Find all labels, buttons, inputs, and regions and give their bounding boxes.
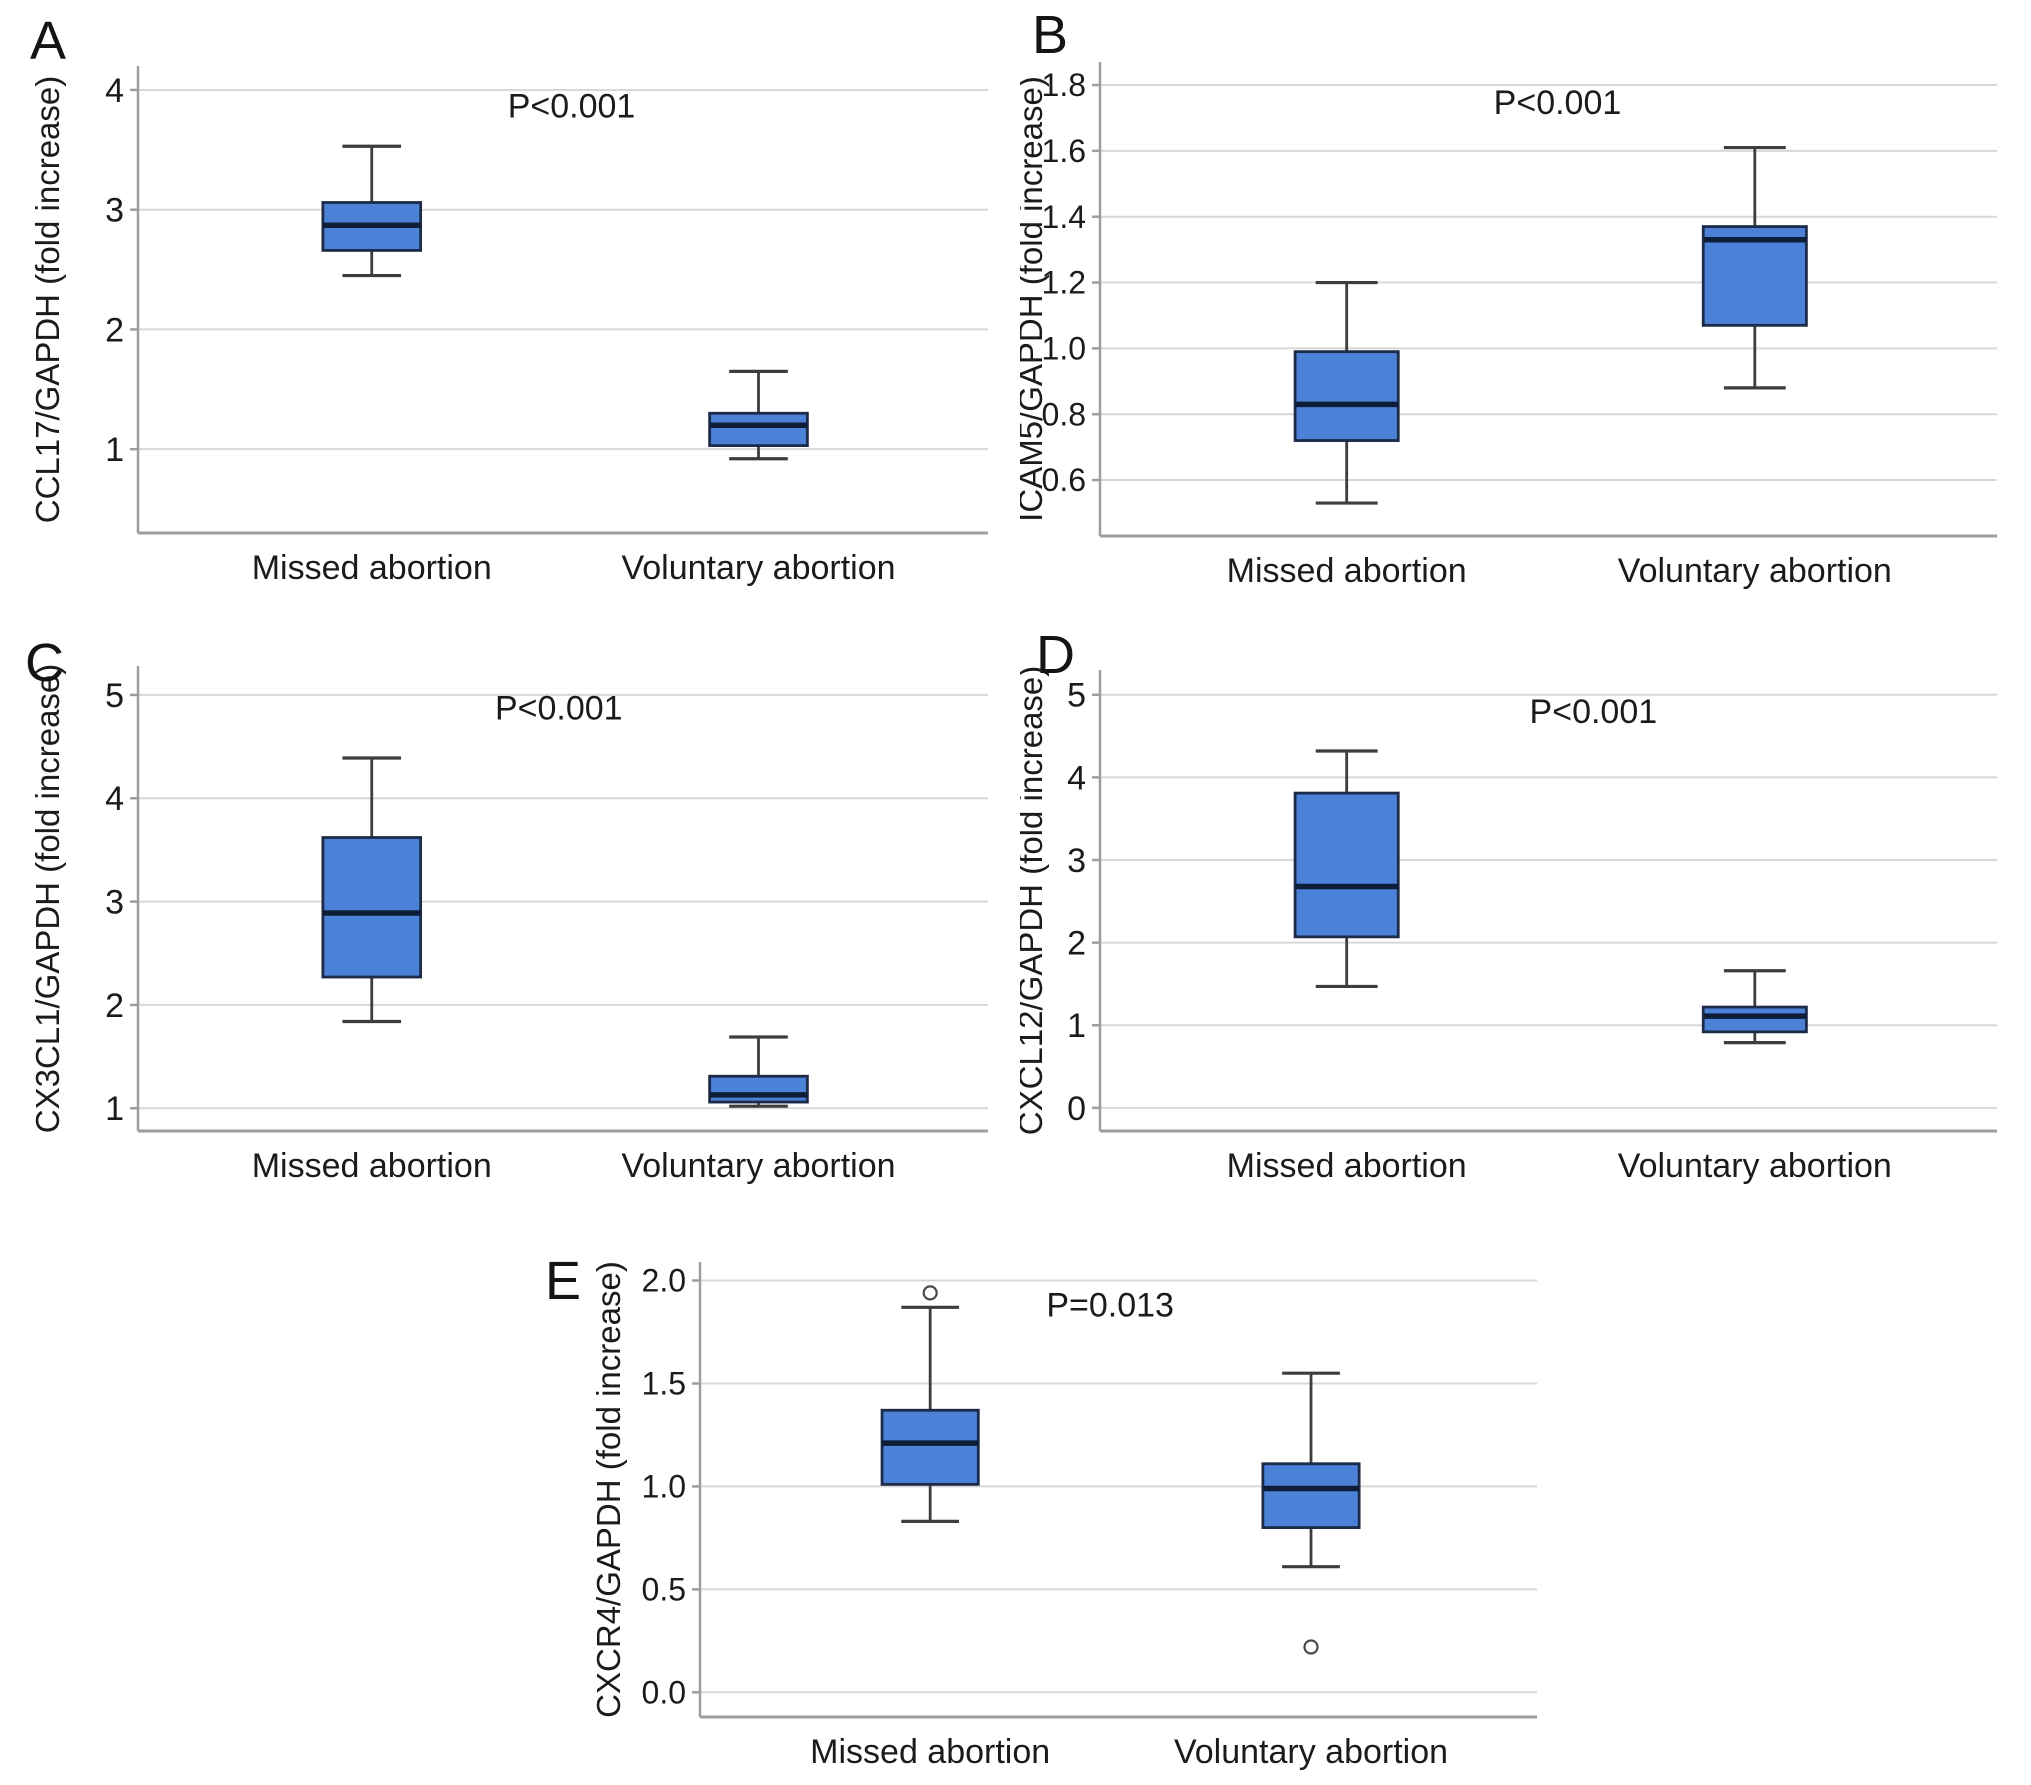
y-tick-label: 1: [105, 431, 124, 469]
panel-d: D 0 1 2 3 4 5 CXCL12/GAPDH (fold increase) P<0.…: [1020, 620, 2025, 1228]
y-tick-label: 1: [1067, 1007, 1086, 1045]
x-category-label: Voluntary abortion: [1618, 552, 1892, 590]
p-value-label: P=0.013: [1046, 1287, 1174, 1325]
panel-b: B 0.6 0.8 1.0 1.2 1.4 1.6 1.8 ICAM5/GAPDH (fold…: [1020, 0, 2025, 608]
y-axis-label: CCL17/GAPDH (fold increase): [29, 76, 66, 524]
y-tick-label: 0: [1067, 1090, 1086, 1128]
y-tick-label: 5: [105, 677, 124, 715]
box: [1261, 1462, 1361, 1529]
panel-d-letter: D: [1036, 625, 1075, 685]
panel-e: E 0.0 0.5 1.0 1.5 2.0 CXCR4/GAPDH (fold incre…: [525, 1252, 1575, 1785]
box: [321, 836, 423, 979]
y-tick-label: 2: [1067, 925, 1086, 963]
y-tick-label: 0.8: [1042, 396, 1086, 432]
y-tick-label: 3: [105, 192, 124, 230]
y-tick-label: 1.0: [1042, 331, 1086, 367]
y-axis-label: CX3CL1/GAPDH (fold increase): [29, 664, 66, 1134]
y-tick-label: 1.8: [1042, 67, 1086, 103]
box: [708, 1074, 809, 1104]
panel-e-letter: E: [545, 1251, 582, 1311]
y-tick-label: 1.0: [642, 1469, 686, 1505]
y-tick-label: 4: [1067, 759, 1086, 797]
y-tick-label: 2.0: [642, 1263, 686, 1299]
box: [880, 1408, 980, 1486]
y-tick-label: 3: [105, 884, 124, 922]
panel-c: C 1 2 3 4 5 CX3CL1/GAPDH (fold increase) P<0.0…: [25, 628, 1010, 1228]
box: [1293, 350, 1400, 442]
box: [1701, 225, 1808, 327]
box: [708, 411, 809, 447]
boxplot-cxcr4: 0.0 0.5 1.0 1.5 2.0 CXCR4/GAPDH (fold increas…: [590, 1261, 1537, 1771]
y-tick-label: 0.5: [642, 1572, 686, 1608]
boxplot-cxcr4-partner: 0 1 2 3 4 5 CXCL12/GAPDH (fold increase) P<0.00…: [1020, 666, 1997, 1185]
y-tick-label: 1.4: [1042, 199, 1086, 235]
x-category-label: Voluntary abortion: [621, 549, 895, 587]
y-axis-label: CXCR4/GAPDH (fold increase): [590, 1261, 627, 1718]
y-tick-label: 1.2: [1042, 265, 1086, 301]
p-value-label: P<0.001: [1494, 84, 1622, 122]
y-tick-label: 4: [105, 72, 124, 110]
y-tick-label: 2: [105, 311, 124, 349]
x-category-label: Voluntary abortion: [621, 1147, 895, 1185]
x-category-label: Missed abortion: [252, 549, 492, 587]
panel-a: A 1 2 3 4 CCL17/GAPDH (fold increase) P<0.001…: [25, 8, 1010, 608]
x-category-label: Missed abortion: [252, 1147, 492, 1185]
boxplot-cx3cl1: 1 2 3 4 5 CX3CL1/GAPDH (fold increase) P<0.001…: [29, 664, 988, 1185]
y-tick-label: 0.6: [1042, 462, 1086, 498]
p-value-label: P<0.001: [508, 87, 636, 125]
y-tick-label: 0.0: [642, 1674, 686, 1710]
x-category-label: Voluntary abortion: [1174, 1733, 1448, 1771]
y-axis-label: CXCL12/GAPDH (fold increase): [1020, 666, 1049, 1136]
panel-c-letter: C: [25, 633, 64, 693]
boxplot-ccl17: 1 2 3 4 CCL17/GAPDH (fold increase) P<0.001 Mi…: [29, 66, 988, 587]
y-tick-label: 4: [105, 780, 124, 818]
panel-b-letter: B: [1032, 5, 1069, 65]
outlier-point: [922, 1285, 938, 1301]
y-tick-label: 1: [105, 1090, 124, 1128]
y-axis-label: ICAM5/GAPDH (fold increase): [1020, 76, 1049, 522]
box: [1293, 791, 1400, 939]
x-category-label: Voluntary abortion: [1618, 1147, 1892, 1185]
y-tick-label: 1.6: [1042, 133, 1086, 169]
box: [1701, 1005, 1808, 1034]
y-tick-label: 2: [105, 987, 124, 1025]
y-tick-label: 3: [1067, 842, 1086, 880]
p-value-label: P<0.001: [1530, 693, 1658, 731]
y-tick-label: 1.5: [642, 1366, 686, 1402]
outlier-point: [1303, 1639, 1319, 1655]
x-category-label: Missed abortion: [1227, 552, 1467, 590]
x-category-label: Missed abortion: [810, 1733, 1050, 1771]
x-category-label: Missed abortion: [1227, 1147, 1467, 1185]
p-value-label: P<0.001: [495, 689, 623, 727]
panel-a-letter: A: [30, 11, 67, 71]
y-tick-label: 5: [1067, 677, 1086, 715]
